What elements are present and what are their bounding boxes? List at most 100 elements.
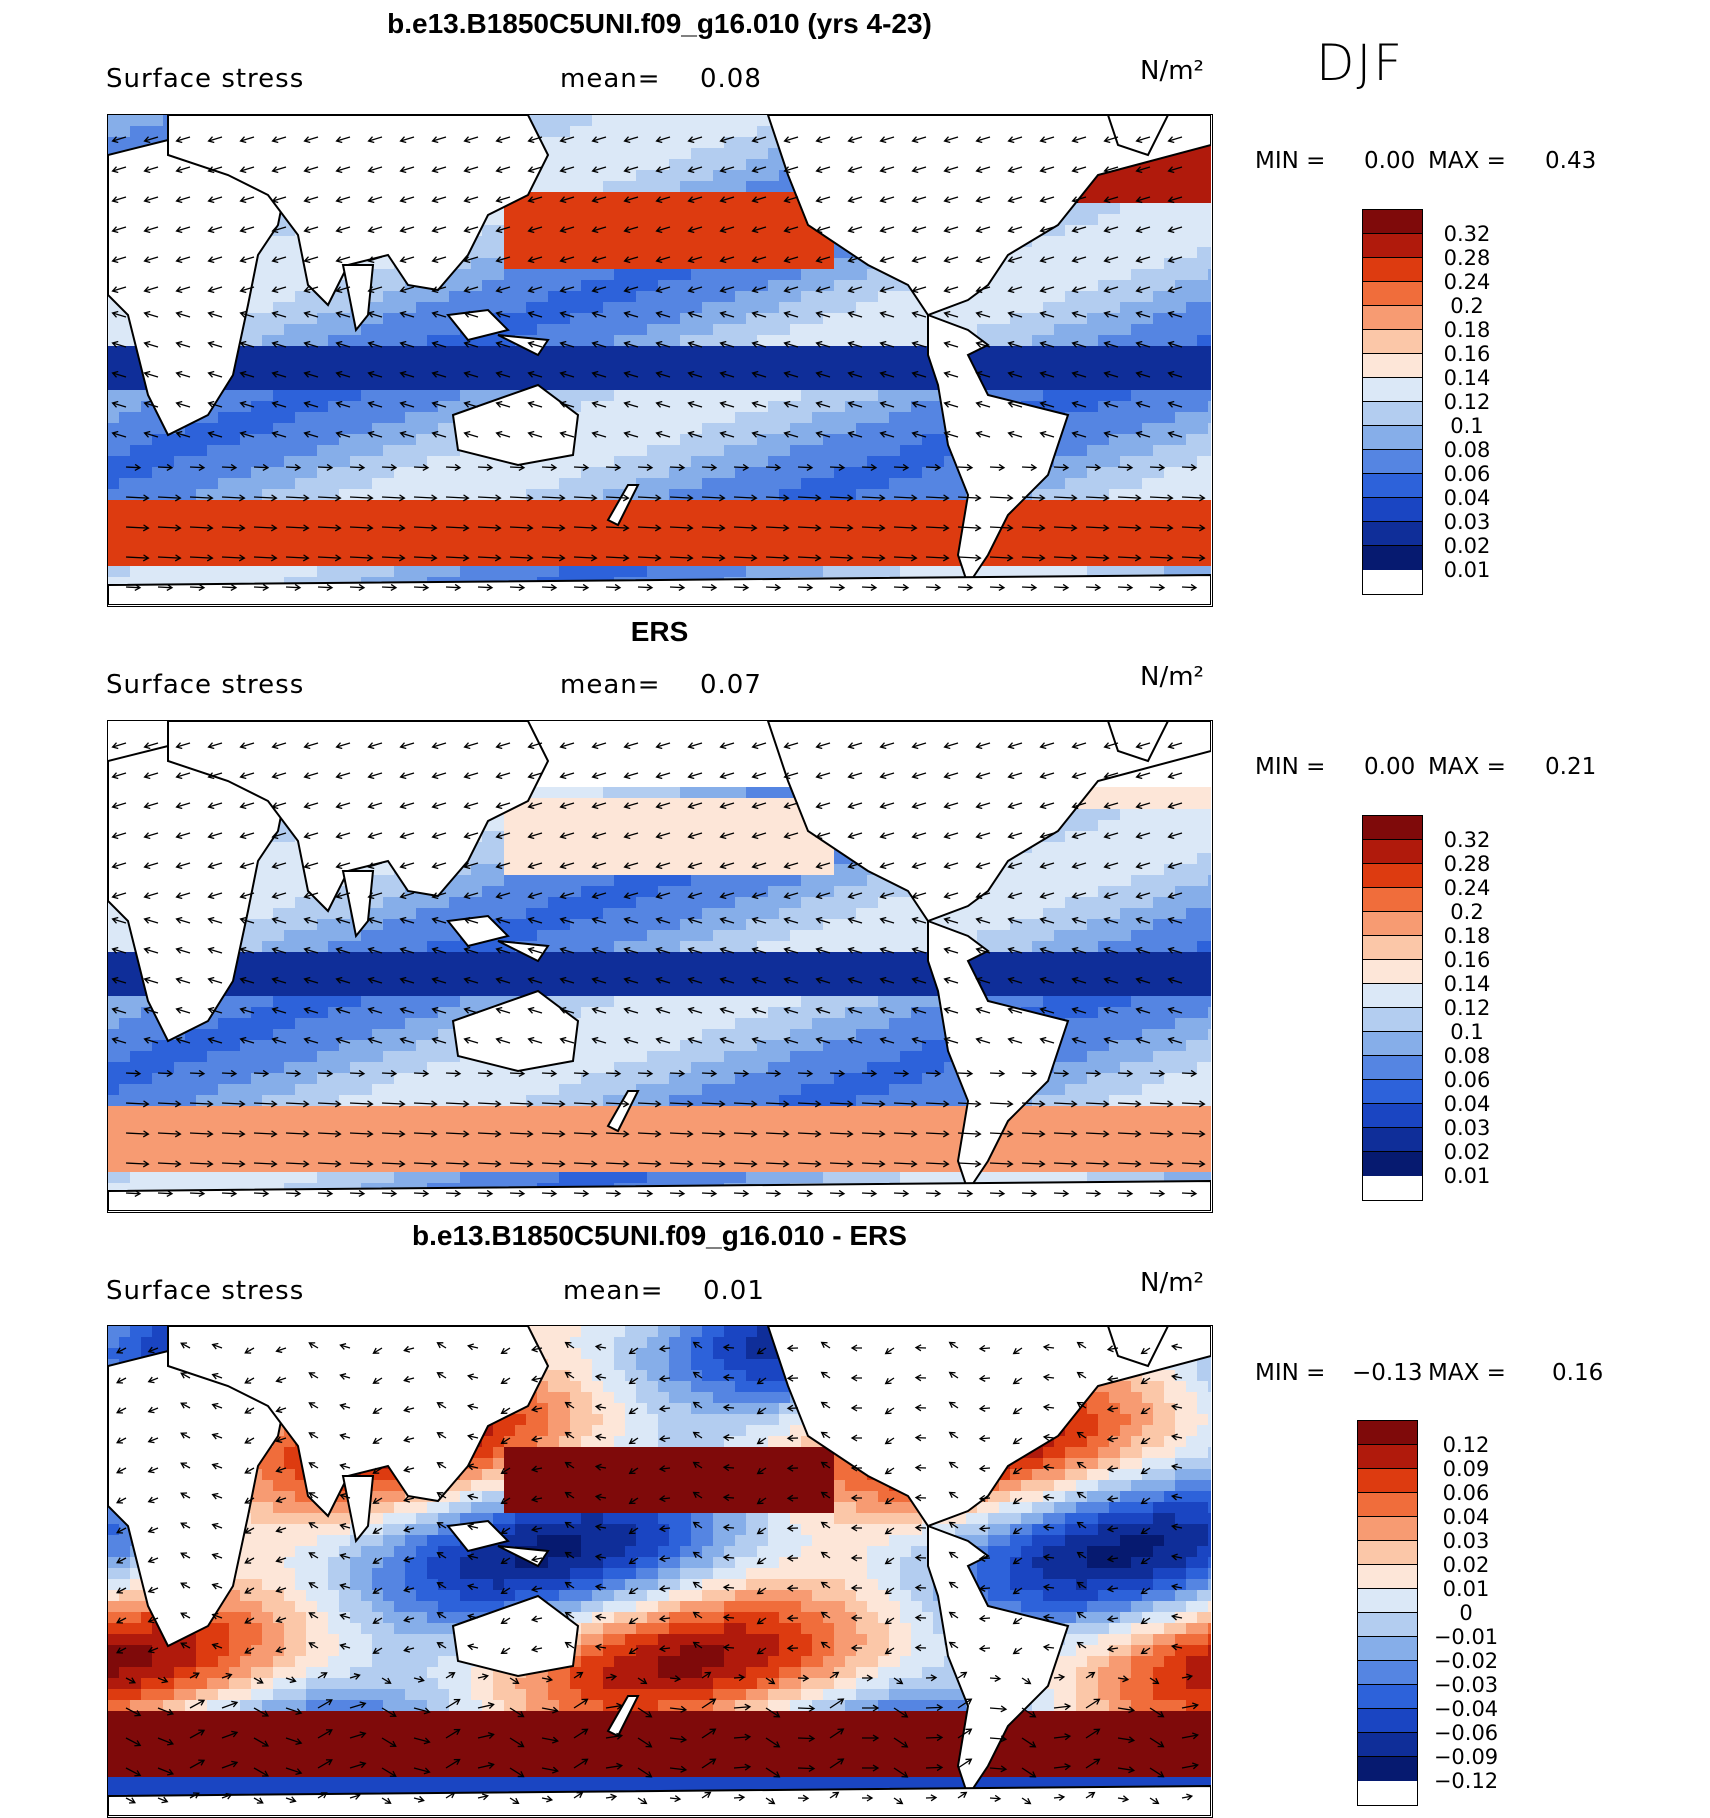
colorbar-tick-label: −0.06 — [1426, 1721, 1506, 1745]
colorbar-tick-label: 0.16 — [1427, 948, 1507, 972]
colorbar-tick-label: 0.09 — [1426, 1457, 1506, 1481]
colorbar-swatch — [1363, 330, 1422, 354]
colorbar-tick-label: 0.04 — [1427, 1092, 1507, 1116]
max-label: MAX = — [1428, 148, 1506, 174]
colorbar-tick-label: 0.12 — [1426, 1433, 1506, 1457]
colorbar-tick-label: 0.24 — [1427, 876, 1507, 900]
map-plot — [107, 114, 1213, 607]
colorbar-swatch — [1363, 1128, 1422, 1152]
colorbar-tick-label: −0.09 — [1426, 1745, 1506, 1769]
max-value: 0.21 — [1545, 754, 1596, 780]
colorbar-tick-label: 0.18 — [1427, 318, 1507, 342]
colorbar-swatch — [1363, 522, 1422, 546]
colorbar-swatch — [1363, 960, 1422, 984]
max-label: MAX = — [1428, 1360, 1506, 1386]
colorbar-tick-label: −0.01 — [1426, 1625, 1506, 1649]
colorbar-swatch — [1363, 1152, 1422, 1176]
colorbar-tick-label: 0.12 — [1427, 996, 1507, 1020]
mean-value: 0.07 — [700, 670, 762, 700]
colorbar-swatch — [1358, 1757, 1417, 1781]
max-value: 0.16 — [1552, 1360, 1603, 1386]
colorbar — [1362, 209, 1423, 595]
colorbar-swatch — [1363, 378, 1422, 402]
max-value: 0.43 — [1545, 148, 1596, 174]
colorbar-swatch — [1363, 864, 1422, 888]
colorbar-swatch — [1363, 546, 1422, 570]
colorbar-tick-label: −0.03 — [1426, 1673, 1506, 1697]
colorbar — [1362, 815, 1423, 1201]
map-plot — [107, 1325, 1213, 1818]
colorbar-swatch — [1363, 426, 1422, 450]
colorbar-tick-label: 0.02 — [1426, 1553, 1506, 1577]
min-label: MIN = — [1255, 754, 1325, 780]
colorbar-tick-label: 0.32 — [1427, 828, 1507, 852]
colorbar-swatch — [1363, 816, 1422, 840]
colorbar-tick-label: 0.14 — [1427, 972, 1507, 996]
panel-title: b.e13.B1850C5UNI.f09_g16.010 - ERS — [107, 1220, 1212, 1252]
colorbar-tick-label: 0.1 — [1427, 414, 1507, 438]
min-value: 0.00 — [1364, 754, 1415, 780]
colorbar-tick-label: 0.16 — [1427, 342, 1507, 366]
panel-title: b.e13.B1850C5UNI.f09_g16.010 (yrs 4-23) — [107, 8, 1212, 40]
variable-label: Surface stress — [106, 670, 304, 700]
colorbar-swatch — [1363, 402, 1422, 426]
colorbar-tick-label: 0.03 — [1426, 1529, 1506, 1553]
colorbar-swatch — [1363, 840, 1422, 864]
colorbar-tick-label: 0.28 — [1427, 246, 1507, 270]
colorbar-tick-label: 0.01 — [1427, 1164, 1507, 1188]
colorbar-tick-label: 0.24 — [1427, 270, 1507, 294]
colorbar — [1357, 1420, 1418, 1806]
colorbar-swatch — [1358, 1637, 1417, 1661]
map-svg — [108, 721, 1211, 1211]
units-label: N/m² — [1140, 1268, 1204, 1298]
colorbar-tick-label: 0.08 — [1427, 1044, 1507, 1068]
colorbar-tick-label: −0.04 — [1426, 1697, 1506, 1721]
colorbar-swatch — [1363, 1008, 1422, 1032]
colorbar-swatch — [1358, 1589, 1417, 1613]
colorbar-swatch — [1358, 1661, 1417, 1685]
mean-label: mean= — [563, 1276, 664, 1306]
colorbar-tick-label: 0.12 — [1427, 390, 1507, 414]
colorbar-tick-label: 0.01 — [1427, 558, 1507, 582]
colorbar-tick-label: 0.2 — [1427, 900, 1507, 924]
colorbar-swatch — [1358, 1445, 1417, 1469]
map-svg — [108, 115, 1211, 605]
colorbar-tick-label: 0.18 — [1427, 924, 1507, 948]
max-label: MAX = — [1428, 754, 1506, 780]
colorbar-swatch — [1358, 1613, 1417, 1637]
colorbar-tick-label: 0.03 — [1427, 1116, 1507, 1140]
colorbar-swatch — [1363, 210, 1422, 234]
colorbar-swatch — [1358, 1685, 1417, 1709]
colorbar-tick-label: 0.03 — [1427, 510, 1507, 534]
colorbar-swatch — [1363, 984, 1422, 1008]
colorbar-swatch — [1363, 306, 1422, 330]
units-label: N/m² — [1140, 56, 1204, 86]
colorbar-tick-label: 0.28 — [1427, 852, 1507, 876]
variable-label: Surface stress — [106, 1276, 304, 1306]
colorbar-swatch — [1358, 1733, 1417, 1757]
colorbar-swatch — [1363, 450, 1422, 474]
colorbar-tick-label: −0.12 — [1426, 1769, 1506, 1793]
colorbar-swatch — [1358, 1565, 1417, 1589]
colorbar-swatch — [1363, 1056, 1422, 1080]
colorbar-tick-label: 0.08 — [1427, 438, 1507, 462]
map-plot — [107, 720, 1213, 1213]
colorbar-tick-label: 0.02 — [1427, 534, 1507, 558]
colorbar-swatch — [1363, 354, 1422, 378]
colorbar-tick-label: 0.06 — [1427, 462, 1507, 486]
min-label: MIN = — [1255, 1360, 1325, 1386]
colorbar-swatch — [1363, 282, 1422, 306]
colorbar-swatch — [1363, 474, 1422, 498]
colorbar-swatch — [1363, 1104, 1422, 1128]
mean-value: 0.01 — [703, 1276, 765, 1306]
panel-title: ERS — [107, 616, 1212, 648]
colorbar-tick-label: 0.06 — [1427, 1068, 1507, 1092]
colorbar-swatch — [1363, 1032, 1422, 1056]
colorbar-swatch — [1358, 1493, 1417, 1517]
colorbar-tick-label: 0.04 — [1427, 486, 1507, 510]
colorbar-swatch — [1358, 1517, 1417, 1541]
colorbar-swatch — [1358, 1709, 1417, 1733]
